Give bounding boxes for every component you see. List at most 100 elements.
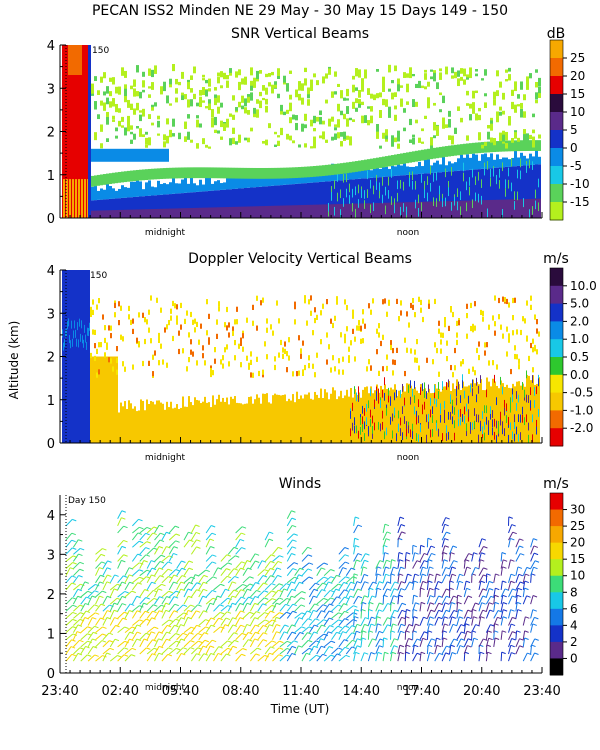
doppler-cell xyxy=(494,418,495,427)
doppler-cell xyxy=(152,401,154,443)
wind-barb xyxy=(168,596,175,605)
wind-barb-flag xyxy=(337,647,343,650)
wind-barb-flag xyxy=(408,624,414,627)
doppler-cell xyxy=(474,301,476,307)
snr-cell xyxy=(355,107,358,112)
wind-barb-flag xyxy=(158,567,164,570)
doppler-cell xyxy=(414,406,415,415)
doppler-cell xyxy=(492,360,494,366)
snr-cell xyxy=(454,196,455,206)
doppler-cell xyxy=(436,388,438,443)
snr-cell xyxy=(367,167,370,179)
snr-cell xyxy=(289,184,292,218)
wind-barb xyxy=(397,645,401,655)
snr-cell xyxy=(265,139,268,146)
wind-barb xyxy=(412,602,416,612)
wind-barb xyxy=(338,654,347,662)
doppler-cell xyxy=(442,332,444,338)
wind-barb-flag xyxy=(299,567,304,571)
doppler-cell xyxy=(406,347,408,353)
wind-barb xyxy=(272,624,277,633)
wind-barb xyxy=(168,533,177,541)
doppler-cell xyxy=(266,318,268,324)
wind-barb xyxy=(235,567,241,576)
wind-barb-flag xyxy=(357,638,362,641)
doppler-cell xyxy=(428,303,430,309)
wind-barb-flag xyxy=(79,561,85,565)
snr-cell xyxy=(361,82,364,91)
snr-cell xyxy=(133,133,136,140)
wind-barb-flag xyxy=(390,630,396,633)
wind-barb-flag xyxy=(532,595,538,598)
snr-cell xyxy=(217,130,220,134)
snr-cell xyxy=(190,75,193,80)
wind-barb xyxy=(272,654,280,662)
snr-cell xyxy=(400,175,403,218)
wind-barb xyxy=(522,567,528,576)
wind-barb xyxy=(72,596,79,605)
snr-cell xyxy=(514,201,515,210)
doppler-cell xyxy=(502,421,503,430)
wind-barb-flag xyxy=(79,647,85,650)
wind-barb-flag xyxy=(255,560,260,563)
snr-cell xyxy=(163,135,166,141)
snr-cell xyxy=(397,78,400,87)
wind-barb xyxy=(176,617,182,626)
snr-cell xyxy=(469,73,472,79)
wind-barb-flag xyxy=(301,591,306,594)
doppler-cell xyxy=(480,379,482,443)
snr-cell xyxy=(94,101,97,110)
snr-cell xyxy=(508,166,511,218)
snr-cell xyxy=(430,182,431,192)
wind-barb xyxy=(323,597,331,605)
wind-barb-flag xyxy=(364,581,369,584)
wind-barb-flag xyxy=(356,559,361,562)
wind-barb xyxy=(515,574,520,583)
wind-barb xyxy=(65,562,73,569)
wind-barb-flag xyxy=(139,562,144,565)
doppler-cell xyxy=(73,330,74,339)
snr-cell xyxy=(358,103,361,108)
wind-barb-flag xyxy=(307,568,313,571)
snr-cell xyxy=(106,97,109,105)
wind-barb-flag xyxy=(406,552,411,555)
wind-barb-flag xyxy=(233,632,239,635)
snr-cell xyxy=(112,77,115,85)
doppler-cell xyxy=(318,397,320,443)
wind-barb-flag xyxy=(255,653,260,656)
colorbar-label: 15 xyxy=(570,552,585,566)
snr-cell xyxy=(412,151,415,163)
wind-barb xyxy=(286,533,295,541)
snr-cell xyxy=(259,186,262,218)
colorbar-label: -5 xyxy=(570,159,582,173)
snr-cell xyxy=(145,195,148,218)
snr-cell xyxy=(304,67,307,73)
doppler-cell xyxy=(94,356,96,443)
doppler-cell xyxy=(226,306,228,313)
snr-cell xyxy=(84,179,85,218)
wind-barb xyxy=(73,647,81,655)
wind-barb xyxy=(478,588,484,598)
snr-cell xyxy=(301,97,304,105)
colorbar-label: 0 xyxy=(570,141,578,155)
snr-cell xyxy=(310,84,313,91)
doppler-cell xyxy=(446,382,447,390)
snr-cell xyxy=(316,182,319,218)
wind-barb-flag xyxy=(138,518,143,522)
doppler-cell xyxy=(516,426,517,435)
wind-barb xyxy=(493,588,496,598)
doppler-cell xyxy=(536,419,537,428)
snr-cell xyxy=(343,131,346,140)
snr-cell xyxy=(535,189,536,199)
doppler-cell xyxy=(434,384,435,393)
snr-cell xyxy=(187,79,190,83)
colorbar-swatch xyxy=(550,392,563,411)
snr-cell xyxy=(529,209,530,218)
snr-cell xyxy=(238,81,241,88)
snr-cell xyxy=(157,133,160,136)
doppler-cell xyxy=(524,386,526,443)
doppler-cell xyxy=(500,417,501,426)
wind-barb-flag xyxy=(152,653,157,656)
wind-barb xyxy=(338,554,346,562)
wind-barb xyxy=(485,602,490,612)
